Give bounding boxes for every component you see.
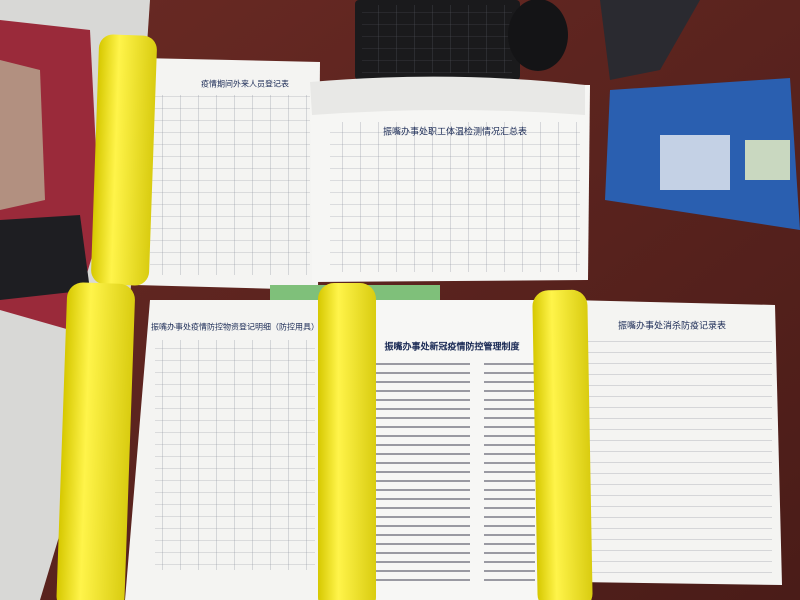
document-title: 振嘴办事处疫情防控物资登记明细（防控用具） — [151, 322, 319, 332]
paper-curl — [310, 76, 585, 115]
keys — [362, 5, 512, 73]
document-title: 疫情期间外来人员登记表 — [201, 79, 289, 89]
form-table — [580, 338, 772, 573]
form-table — [330, 122, 580, 272]
form-table — [150, 95, 310, 275]
document-title: 振嘴办事处消杀防疫记录表 — [618, 320, 726, 332]
cushion-cover — [0, 60, 45, 210]
dark-cloth — [0, 215, 90, 300]
document-title: 振嘴办事处职工体温检测情况汇总表 — [383, 126, 527, 138]
monitor-base — [600, 0, 700, 80]
yellow-roll — [318, 283, 376, 600]
document-title: 振嘴办事处新冠疫情防控管理制度 — [384, 341, 520, 353]
yellow-roll — [532, 289, 593, 600]
body-text — [375, 362, 535, 587]
yellow-roll — [91, 34, 157, 286]
phone-keypad — [660, 135, 730, 190]
phone-display — [745, 140, 790, 180]
yellow-roll — [56, 282, 135, 600]
form-table — [155, 340, 315, 570]
mouse — [508, 0, 568, 71]
